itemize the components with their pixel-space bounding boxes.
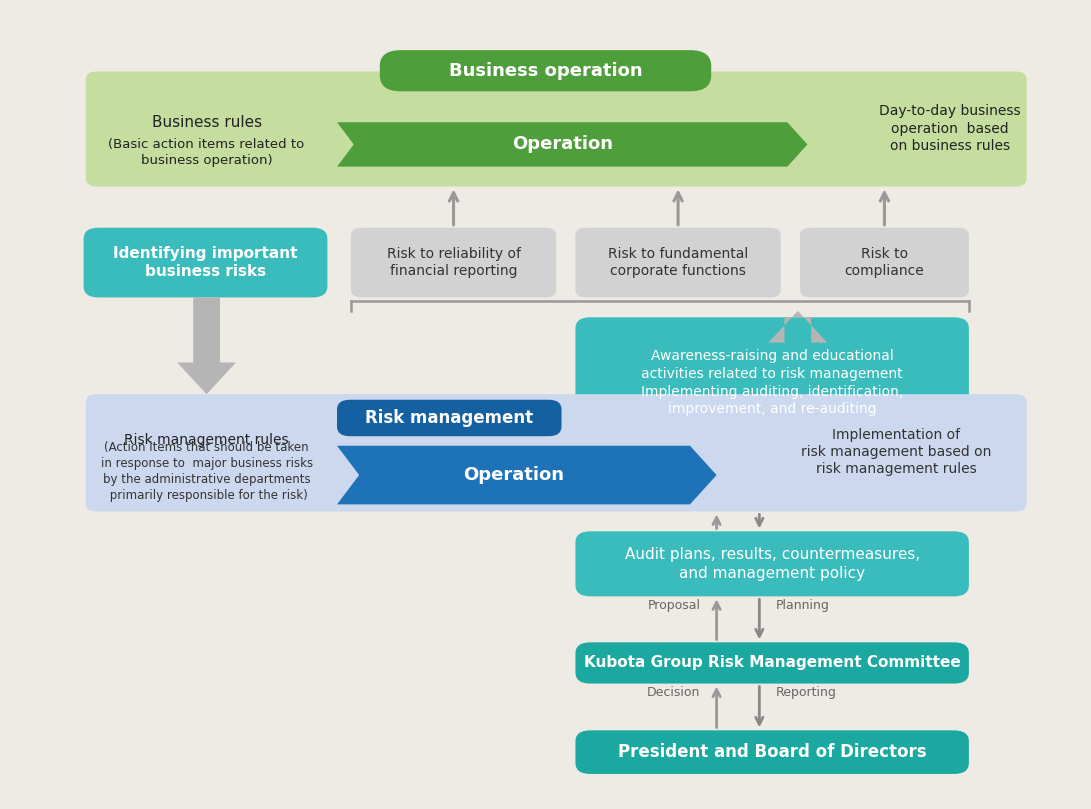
Text: (Basic action items related to
business operation): (Basic action items related to business … — [108, 138, 304, 167]
FancyBboxPatch shape — [575, 731, 969, 774]
Text: (Action items that should be taken
in response to  major business risks
by the a: (Action items that should be taken in re… — [100, 442, 313, 502]
Text: Reporting: Reporting — [776, 686, 836, 699]
Polygon shape — [768, 311, 827, 343]
FancyBboxPatch shape — [575, 642, 969, 684]
Text: Awareness-raising and educational
activities related to risk management
Implemen: Awareness-raising and educational activi… — [642, 349, 903, 417]
Text: Proposal: Proposal — [648, 599, 700, 612]
FancyBboxPatch shape — [800, 227, 969, 298]
Text: Audit plans, results, countermeasures,
and management policy: Audit plans, results, countermeasures, a… — [624, 547, 920, 581]
Text: Risk to reliability of
financial reporting: Risk to reliability of financial reporti… — [386, 247, 520, 278]
Text: Implementation of
risk management based on
risk management rules: Implementation of risk management based … — [801, 428, 992, 477]
Text: Business operation: Business operation — [448, 61, 643, 80]
Text: Day-to-day business
operation  based
on business rules: Day-to-day business operation based on b… — [879, 104, 1020, 153]
Polygon shape — [337, 122, 807, 167]
Text: Risk to fundamental
corporate functions: Risk to fundamental corporate functions — [608, 247, 748, 278]
FancyBboxPatch shape — [380, 50, 711, 91]
Text: Risk management rules: Risk management rules — [124, 433, 289, 447]
Text: Business rules: Business rules — [152, 115, 262, 129]
FancyBboxPatch shape — [575, 227, 781, 298]
Text: Risk management: Risk management — [365, 409, 533, 427]
Polygon shape — [337, 446, 717, 504]
FancyBboxPatch shape — [575, 532, 969, 596]
Polygon shape — [177, 298, 236, 394]
Text: Identifying important
business risks: Identifying important business risks — [113, 246, 298, 279]
Text: Decision: Decision — [647, 686, 700, 699]
Text: Kubota Group Risk Management Committee: Kubota Group Risk Management Committee — [584, 655, 960, 671]
Text: Risk to
compliance: Risk to compliance — [844, 247, 924, 278]
Text: Operation: Operation — [463, 466, 564, 484]
Text: Planning: Planning — [776, 599, 829, 612]
FancyBboxPatch shape — [575, 317, 969, 448]
Text: President and Board of Directors: President and Board of Directors — [618, 743, 926, 761]
FancyBboxPatch shape — [351, 227, 556, 298]
FancyBboxPatch shape — [86, 71, 1027, 187]
Text: Operation: Operation — [512, 135, 613, 154]
FancyBboxPatch shape — [84, 227, 327, 298]
FancyBboxPatch shape — [337, 400, 562, 436]
FancyBboxPatch shape — [86, 394, 1027, 511]
